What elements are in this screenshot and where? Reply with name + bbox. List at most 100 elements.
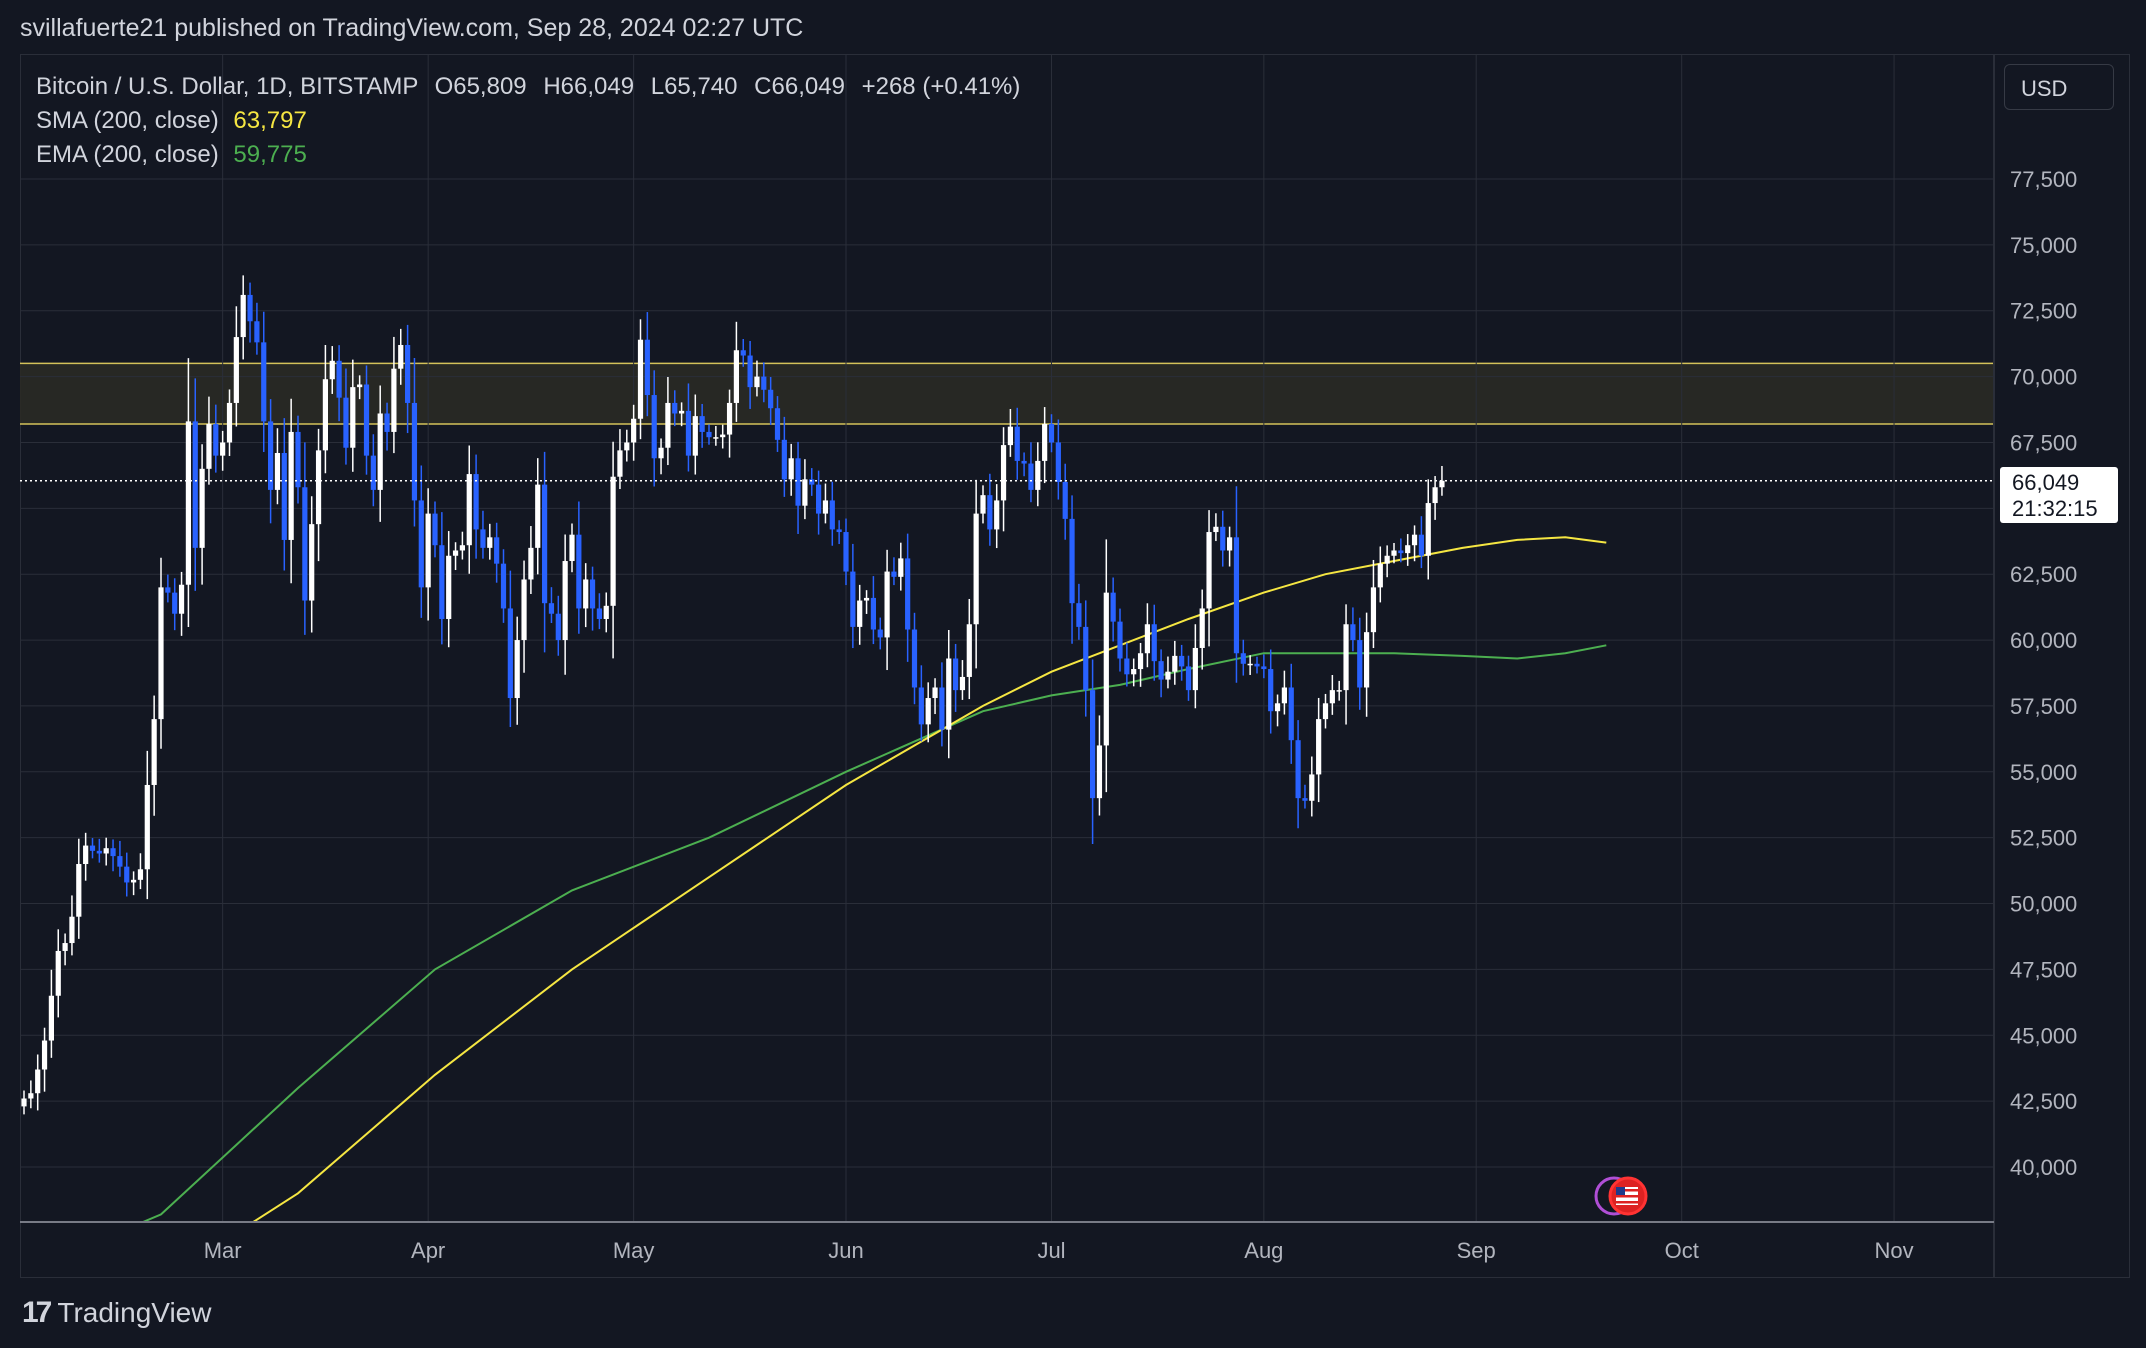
- candle-body: [706, 431, 712, 438]
- candle: [829, 481, 835, 546]
- candle: [329, 346, 335, 394]
- candle-body: [1062, 481, 1068, 519]
- candle: [1042, 407, 1048, 484]
- candle-body: [1398, 550, 1404, 554]
- candle-body: [918, 687, 924, 725]
- candle: [103, 837, 109, 866]
- candle: [1343, 604, 1349, 725]
- candle-body: [322, 379, 328, 451]
- candle: [925, 682, 931, 743]
- candle: [781, 416, 787, 497]
- candle: [1137, 642, 1144, 687]
- candle: [76, 838, 82, 939]
- candle-body: [1405, 545, 1411, 554]
- candle: [836, 520, 842, 545]
- candle-body: [1151, 624, 1157, 662]
- candle: [569, 523, 575, 573]
- candle-body: [631, 418, 637, 443]
- candle: [254, 302, 260, 355]
- candle: [877, 617, 883, 650]
- candle: [1076, 583, 1082, 640]
- candle-body: [178, 584, 185, 614]
- candle: [309, 496, 315, 633]
- candle-body: [905, 558, 911, 630]
- candle: [89, 838, 96, 859]
- candle: [247, 282, 253, 343]
- currency-button[interactable]: USD: [2004, 64, 2114, 110]
- candle: [672, 390, 678, 427]
- candle-body: [569, 534, 575, 562]
- ema-row[interactable]: EMA (200, close) 59,775: [36, 138, 1020, 172]
- y-tick-label: 50,000: [2010, 892, 2077, 917]
- tradingview-logo[interactable]: 17 TradingView: [22, 1296, 211, 1330]
- candle-body: [1220, 526, 1226, 551]
- candle-body: [1247, 663, 1253, 666]
- candle: [1110, 577, 1116, 642]
- candle-body: [62, 943, 68, 951]
- candle-body: [226, 402, 233, 443]
- candle-body: [1336, 690, 1342, 692]
- candle: [706, 424, 712, 445]
- y-tick-label: 52,500: [2010, 826, 2077, 851]
- candle: [336, 345, 342, 422]
- candle: [1240, 639, 1246, 676]
- candle-body: [405, 344, 411, 403]
- candle: [542, 451, 548, 653]
- candle-body: [213, 424, 219, 456]
- candle: [521, 560, 527, 673]
- candle-body: [418, 500, 424, 588]
- candle-body: [822, 500, 829, 514]
- candle: [617, 429, 623, 490]
- candle-body: [747, 355, 753, 388]
- candle-body: [1179, 655, 1185, 667]
- candle-body: [76, 864, 82, 917]
- x-tick-label: Oct: [1665, 1238, 1699, 1263]
- candle: [898, 542, 904, 591]
- flag-canton: [1616, 1187, 1625, 1195]
- candle: [891, 557, 897, 586]
- symbol-label[interactable]: Bitcoin / U.S. Dollar, 1D, BITSTAMP: [36, 73, 418, 100]
- x-tick-label: Apr: [411, 1238, 445, 1263]
- candle: [48, 969, 54, 1058]
- candle-body: [1035, 460, 1041, 490]
- candle-body: [398, 344, 404, 369]
- candle-body: [1432, 487, 1438, 504]
- candle: [206, 396, 212, 485]
- candle: [117, 840, 123, 877]
- candle-body: [425, 513, 431, 588]
- candle-body: [514, 640, 520, 699]
- candle-body: [1261, 666, 1267, 670]
- candle-body: [1281, 687, 1287, 704]
- candle: [459, 531, 465, 560]
- candle-body: [89, 845, 96, 851]
- candle: [405, 324, 411, 434]
- candle-body: [466, 474, 472, 546]
- sma-row[interactable]: SMA (200, close) 63,797: [36, 104, 1020, 138]
- candle: [302, 442, 308, 635]
- low-value: L65,740: [650, 73, 738, 100]
- candle: [439, 512, 445, 645]
- candle: [1268, 649, 1274, 734]
- change-value: +268 (+0.41%): [861, 73, 1021, 100]
- candle-body: [1309, 774, 1315, 801]
- candle-body: [1007, 426, 1013, 446]
- candle-body: [165, 587, 171, 593]
- candle-body: [672, 402, 678, 414]
- y-tick-label: 62,500: [2010, 562, 2077, 587]
- candle: [281, 418, 287, 571]
- candle-body: [83, 845, 89, 865]
- candle-body: [692, 416, 698, 456]
- candle: [1048, 414, 1055, 453]
- resistance-zone: [20, 363, 1994, 425]
- candle: [1281, 670, 1287, 715]
- candle: [384, 402, 390, 451]
- candle: [713, 426, 719, 446]
- candle: [1377, 546, 1383, 603]
- candle: [631, 404, 637, 461]
- candle: [1179, 644, 1185, 681]
- candle: [692, 394, 698, 475]
- candle-body: [1254, 663, 1260, 667]
- candle-body: [240, 294, 246, 338]
- candle-body: [603, 605, 609, 619]
